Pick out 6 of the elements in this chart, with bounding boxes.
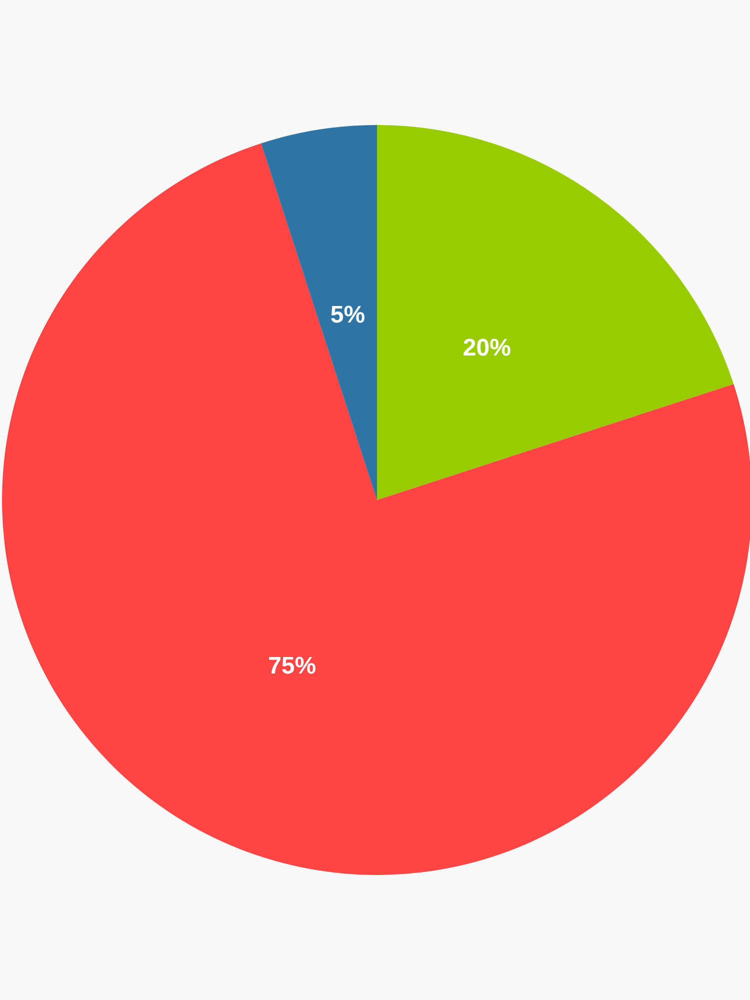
data-label: 75%: [268, 652, 316, 680]
pie-slice: [2, 143, 750, 875]
data-label: 20%: [462, 334, 511, 362]
data-label: 5%: [330, 301, 366, 328]
pie-slice: [261, 125, 377, 500]
pie-slice: [377, 125, 734, 500]
